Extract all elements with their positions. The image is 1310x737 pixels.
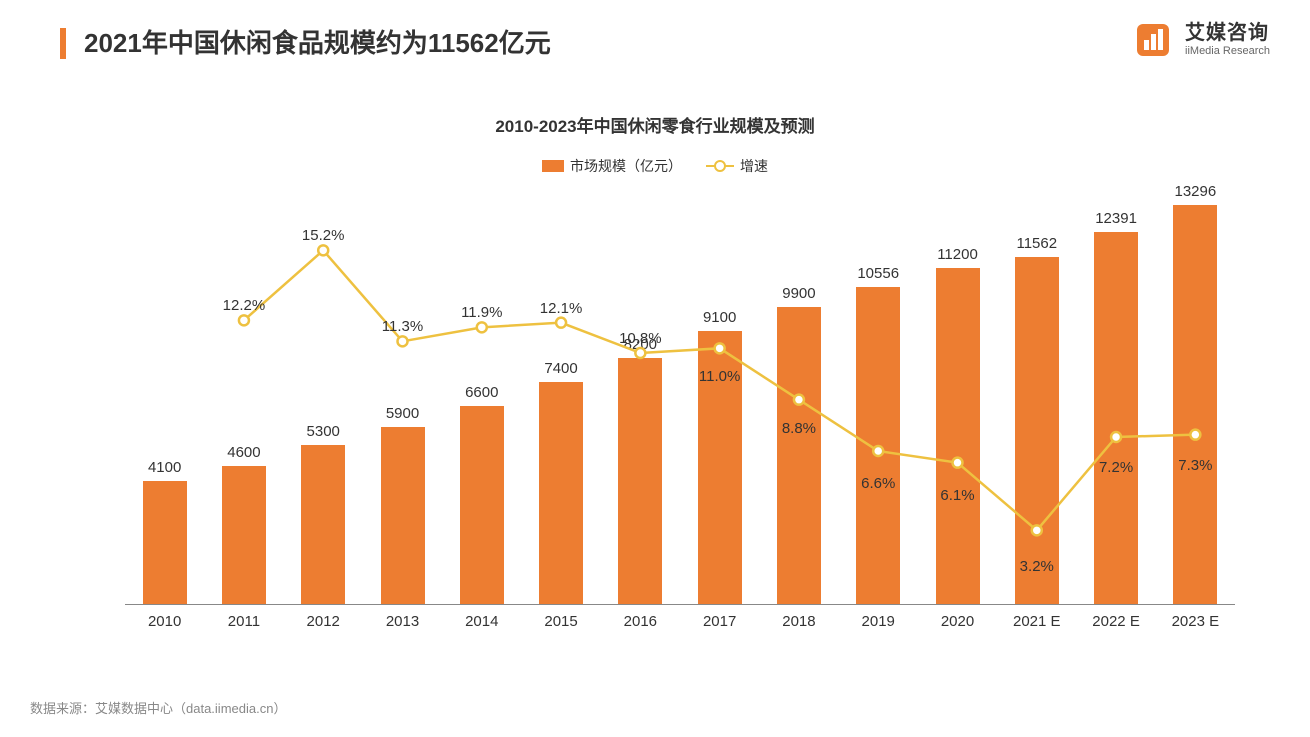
legend-bar-label: 市场规模（亿元） [570,156,682,176]
growth-label: 8.8% [782,420,816,437]
logo-text-en: iiMedia Research [1185,45,1270,58]
brand-logo: 艾媒咨询 iiMedia Research [1131,18,1270,62]
growth-label: 6.1% [940,487,974,504]
legend-line-label: 增速 [740,156,768,176]
growth-label: 7.2% [1099,459,1133,476]
x-axis-label: 2022 E [1076,613,1156,630]
chart-legend: 市场规模（亿元） 增速 [0,156,1310,176]
x-axis-label: 2013 [363,613,443,630]
growth-label: 7.3% [1178,457,1212,474]
legend-line: 增速 [706,156,768,176]
growth-label: 11.9% [461,304,502,321]
growth-label: 12.2% [223,297,266,314]
growth-label: 12.1% [540,300,583,317]
logo-icon [1131,18,1175,62]
growth-line [125,185,1235,605]
page-title: 2021年中国休闲食品规模约为11562亿元 [60,28,551,59]
source-text: 数据来源：艾媒数据中心（data.iimedia.cn） [30,698,286,717]
x-axis-label: 2021 E [997,613,1077,630]
logo-text-cn: 艾媒咨询 [1185,22,1270,45]
chart-title: 2010-2023年中国休闲零食行业规模及预测 [0,112,1310,137]
growth-label: 6.6% [861,475,895,492]
x-axis-label: 2011 [204,613,284,630]
x-axis-label: 2018 [759,613,839,630]
legend-bar-swatch [542,160,564,172]
x-axis-label: 2020 [918,613,998,630]
chart-area: 4100460053005900660074008200910099001055… [125,185,1235,635]
growth-label: 11.0% [699,368,740,385]
legend-bar: 市场规模（亿元） [542,156,682,176]
x-axis-label: 2015 [521,613,601,630]
legend-line-swatch [706,165,734,167]
growth-label: 10.8% [619,330,662,347]
growth-label: 11.3% [382,318,423,335]
x-axis-label: 2023 E [1155,613,1235,630]
x-axis-label: 2016 [600,613,680,630]
x-axis-label: 2017 [680,613,760,630]
x-axis-label: 2019 [838,613,918,630]
x-axis-label: 2010 [125,613,205,630]
growth-label: 15.2% [302,227,345,244]
growth-label: 3.2% [1020,558,1054,575]
x-axis-label: 2014 [442,613,522,630]
x-axis-label: 2012 [283,613,363,630]
